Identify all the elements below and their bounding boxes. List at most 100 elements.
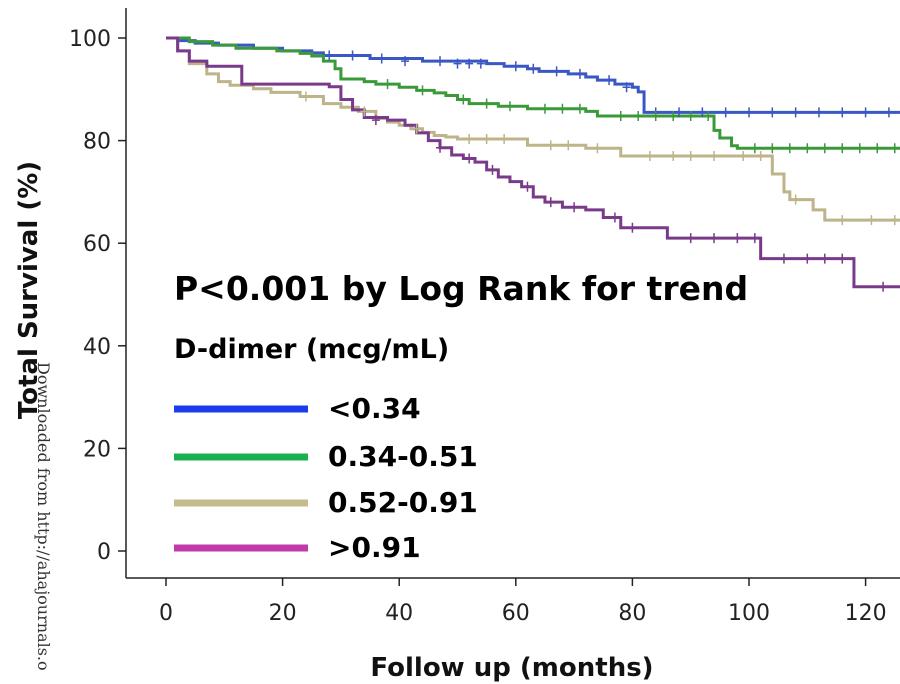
- legend-label: 0.52-0.91: [328, 486, 478, 519]
- censor-mark: [523, 181, 532, 192]
- censor-mark: [861, 107, 870, 118]
- legend-label: <0.34: [328, 392, 421, 425]
- censor-mark: [814, 107, 823, 118]
- censor-mark: [820, 143, 829, 154]
- censor-mark: [401, 56, 410, 67]
- censor-mark: [564, 140, 573, 151]
- censor-mark: [511, 61, 520, 72]
- censor-mark: [348, 50, 357, 61]
- censor-mark: [301, 91, 310, 102]
- censor-mark: [465, 134, 474, 145]
- censor-mark: [371, 115, 380, 126]
- watermark-text: Downloaded from http://ahajournals.o: [34, 362, 53, 671]
- legend-title: D-dimer (mcg/mL): [174, 334, 449, 365]
- legend: <0.34 0.34-0.51 0.52-0.91 >0.91: [174, 392, 478, 564]
- censor-mark: [739, 150, 748, 161]
- censor-mark: [768, 107, 777, 118]
- censor-mark: [867, 215, 876, 226]
- censor-mark: [546, 140, 555, 151]
- censor-mark: [750, 143, 759, 154]
- x-tick-label: 100: [728, 601, 770, 626]
- censor-mark: [482, 134, 491, 145]
- censor-mark: [791, 107, 800, 118]
- x-axis-label: Follow up (months): [370, 653, 653, 683]
- x-tick-label: 40: [385, 601, 413, 626]
- censor-mark: [570, 202, 579, 213]
- censor-mark: [698, 107, 707, 118]
- censor-mark: [482, 98, 491, 109]
- censor-mark: [675, 107, 684, 118]
- y-axis-label: Total Survival (%): [14, 161, 44, 419]
- x-ticks: 0 20 40 60 80 100 120: [159, 578, 887, 626]
- censor-mark: [838, 107, 847, 118]
- y-tick-label: 80: [83, 130, 111, 155]
- censor-mark: [634, 110, 643, 121]
- censor-mark: [605, 75, 614, 86]
- survival-curves: [166, 36, 900, 289]
- y-tick-label: 0: [97, 540, 111, 565]
- censor-mark: [622, 82, 631, 93]
- censor-mark: [686, 233, 695, 244]
- censor-mark: [546, 197, 555, 208]
- censor-mark: [436, 142, 445, 153]
- censor-mark: [488, 164, 497, 175]
- censor-mark: [418, 85, 427, 96]
- censor-mark: [756, 150, 765, 161]
- censor-mark: [803, 253, 812, 264]
- censor-mark: [710, 233, 719, 244]
- censor-mark: [785, 143, 794, 154]
- y-tick-label: 40: [83, 335, 111, 360]
- censor-mark: [721, 107, 730, 118]
- censor-mark: [803, 143, 812, 154]
- censor-mark: [879, 281, 888, 292]
- censor-mark: [593, 143, 602, 154]
- censor-mark: [575, 68, 584, 79]
- censor-mark: [838, 253, 847, 264]
- censor-mark: [383, 79, 392, 90]
- y-tick-label: 60: [83, 232, 111, 257]
- censor-marks: [301, 50, 899, 292]
- censor-mark: [459, 94, 468, 105]
- censor-mark: [465, 58, 474, 69]
- x-tick-label: 80: [618, 601, 646, 626]
- censor-mark: [377, 53, 386, 64]
- censor-mark: [552, 66, 561, 77]
- censor-mark: [791, 194, 800, 205]
- censor-mark: [465, 153, 474, 164]
- censor-mark: [669, 150, 678, 161]
- survival-curve-series-1: [166, 36, 900, 114]
- censor-mark: [710, 150, 719, 161]
- censor-mark: [529, 63, 538, 74]
- censor-mark: [838, 143, 847, 154]
- y-tick-label: 100: [69, 27, 111, 52]
- survival-curve-series-3: [166, 36, 900, 222]
- censor-mark: [669, 110, 678, 121]
- censor-mark: [884, 107, 893, 118]
- censor-mark: [558, 103, 567, 114]
- censor-mark: [645, 150, 654, 161]
- logrank-annotation: P<0.001 by Log Rank for trend: [174, 269, 748, 308]
- y-tick-label: 20: [83, 437, 111, 462]
- censor-mark: [453, 58, 462, 69]
- censor-mark: [360, 106, 369, 117]
- censor-mark: [704, 110, 713, 121]
- censor-mark: [686, 110, 695, 121]
- censor-mark: [325, 50, 334, 61]
- censor-mark: [890, 143, 899, 154]
- legend-label: >0.91: [328, 531, 421, 564]
- y-ticks: 0 20 40 60 80 100: [69, 27, 126, 565]
- x-tick-label: 0: [159, 601, 173, 626]
- censor-mark: [651, 110, 660, 121]
- censor-mark: [575, 103, 584, 114]
- censor-mark: [610, 212, 619, 223]
- censor-mark: [628, 222, 637, 233]
- censor-mark: [838, 215, 847, 226]
- x-tick-label: 60: [502, 601, 530, 626]
- censor-mark: [540, 103, 549, 114]
- survival-curve-series-2: [166, 36, 900, 150]
- censor-mark: [890, 215, 899, 226]
- censor-mark: [768, 143, 777, 154]
- x-tick-label: 120: [845, 601, 887, 626]
- censor-mark: [855, 143, 864, 154]
